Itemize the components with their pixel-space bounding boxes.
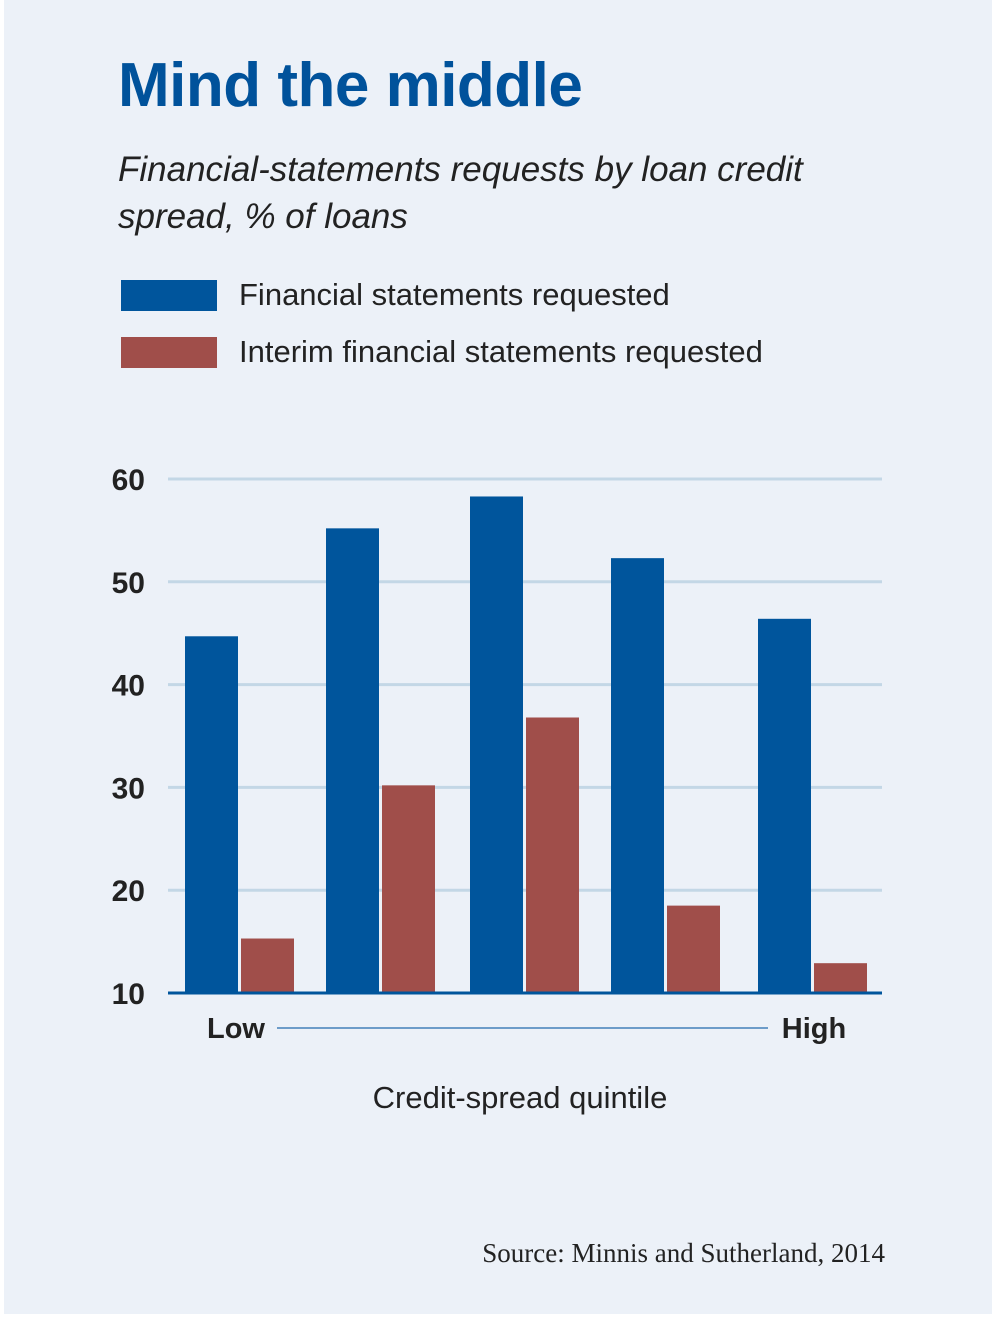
bar-financial-1 <box>185 636 238 993</box>
chart-panel: Mind the middle Financial-statements req… <box>4 0 992 1314</box>
bar-interim-5 <box>814 963 867 993</box>
bar-interim-2 <box>382 785 435 993</box>
x-label-low: Low <box>207 1013 265 1045</box>
bar-financial-2 <box>326 528 379 993</box>
bar-financial-4 <box>611 558 664 993</box>
y-tick-label: 20 <box>112 875 145 908</box>
legend-label: Interim financial statements requested <box>239 334 763 369</box>
y-tick-label: 40 <box>112 670 145 703</box>
legend-item-interim: Interim financial statements requested <box>121 334 763 369</box>
legend-swatch-blue <box>121 279 217 311</box>
chart-title: Mind the middle <box>118 51 583 120</box>
legend-swatch-red <box>121 336 217 368</box>
bar-financial-3 <box>470 496 523 993</box>
y-tick-label: 60 <box>112 464 145 497</box>
legend-item-financial: Financial statements requested <box>121 277 670 312</box>
x-label-high: High <box>782 1013 846 1045</box>
legend-label: Financial statements requested <box>239 277 670 312</box>
bar-interim-1 <box>241 938 294 993</box>
y-tick-label: 30 <box>112 772 145 805</box>
y-tick-label: 10 <box>112 978 145 1011</box>
chart-subtitle: Financial-statements requests by loan cr… <box>118 150 803 236</box>
source-note: Source: Minnis and Sutherland, 2014 <box>482 1238 885 1268</box>
bar-interim-3 <box>526 717 579 993</box>
x-axis-title: Credit-spread quintile <box>372 1080 668 1115</box>
bar-financial-5 <box>758 618 811 993</box>
bar-interim-4 <box>667 905 720 993</box>
y-tick-label: 50 <box>112 567 145 600</box>
